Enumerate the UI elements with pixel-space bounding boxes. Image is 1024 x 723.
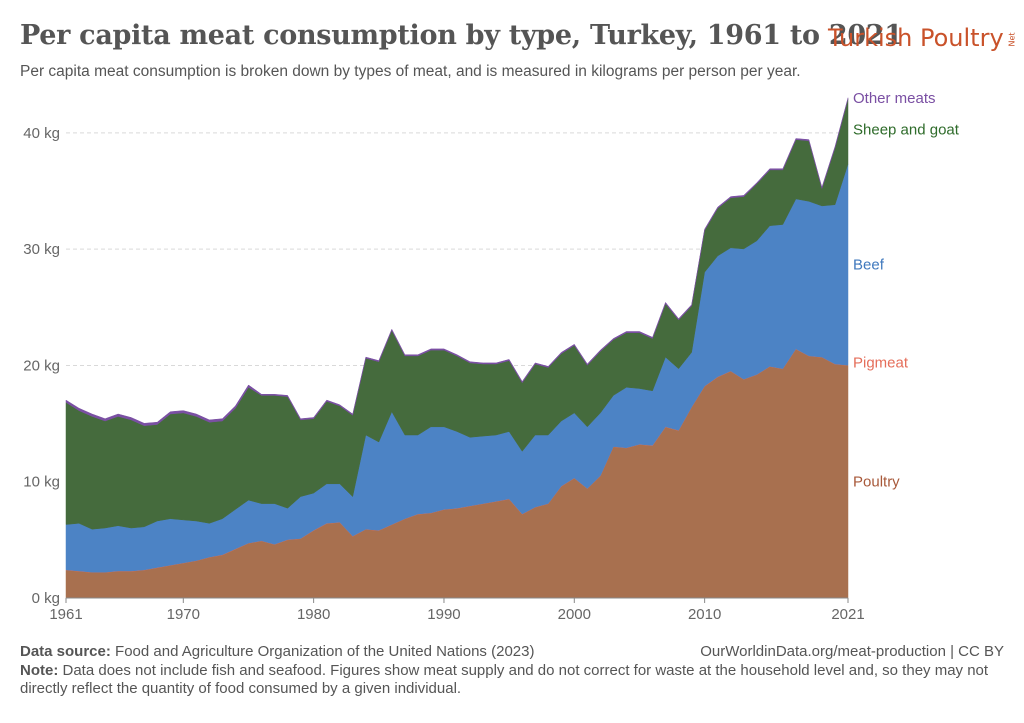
area-series bbox=[65, 97, 849, 599]
area-other-meats bbox=[65, 97, 849, 426]
note-label: Note: bbox=[20, 661, 59, 679]
note-text: Data does not include fish and seafood. … bbox=[20, 661, 989, 698]
series-labels: Other meats Sheep and goat Beef Pigmeat Poul… bbox=[853, 90, 960, 491]
chart-subtitle: Per capita meat consumption is broken do… bbox=[20, 63, 801, 80]
stacked-area-chart: 0 kg 10 kg 20 kg 30 kg 40 kg 1961 1970 1980 1990… bbox=[23, 90, 960, 623]
chart-footer: Data source: Food and Agriculture Organi… bbox=[20, 643, 1010, 699]
y-tick-label: 10 kg bbox=[23, 474, 60, 491]
x-tick-label: 2010 bbox=[688, 606, 721, 623]
x-tick-label: 2000 bbox=[558, 606, 591, 623]
source-label: Data source: bbox=[20, 643, 111, 660]
x-tick-label: 2021 bbox=[831, 606, 864, 623]
label-pigmeat: Pigmeat bbox=[853, 354, 909, 371]
note-line: Note: Data does not include fish and sea… bbox=[20, 662, 1010, 699]
y-tick-label: 30 kg bbox=[23, 241, 60, 258]
y-tick-label: 40 kg bbox=[23, 125, 60, 142]
credit-link[interactable]: OurWorldinData.org/meat-production | CC … bbox=[700, 643, 1004, 660]
label-other-meats: Other meats bbox=[853, 90, 936, 107]
label-beef: Beef bbox=[853, 257, 885, 274]
x-tick-label: 1970 bbox=[167, 606, 200, 623]
axes: 0 kg 10 kg 20 kg 30 kg 40 kg 1961 1970 1980 1990… bbox=[23, 125, 864, 623]
logo-text: Turkish Poultry bbox=[828, 24, 1004, 52]
brand-logo[interactable]: Turkish Poultry Net bbox=[828, 24, 1019, 52]
y-tick-label: 0 kg bbox=[32, 590, 60, 607]
x-tick-label: 1980 bbox=[297, 606, 330, 623]
source-line: Data source: Food and Agriculture Organi… bbox=[20, 643, 1010, 662]
chart-title: Per capita meat consumption by type, Tur… bbox=[20, 20, 903, 51]
label-sheep-and-goat: Sheep and goat bbox=[853, 121, 960, 138]
x-tick-label: 1990 bbox=[427, 606, 460, 623]
y-tick-label: 20 kg bbox=[23, 357, 60, 374]
x-tick-label: 1961 bbox=[49, 606, 82, 623]
source-text: Food and Agriculture Organization of the… bbox=[115, 643, 535, 660]
label-poultry: Poultry bbox=[853, 474, 900, 491]
